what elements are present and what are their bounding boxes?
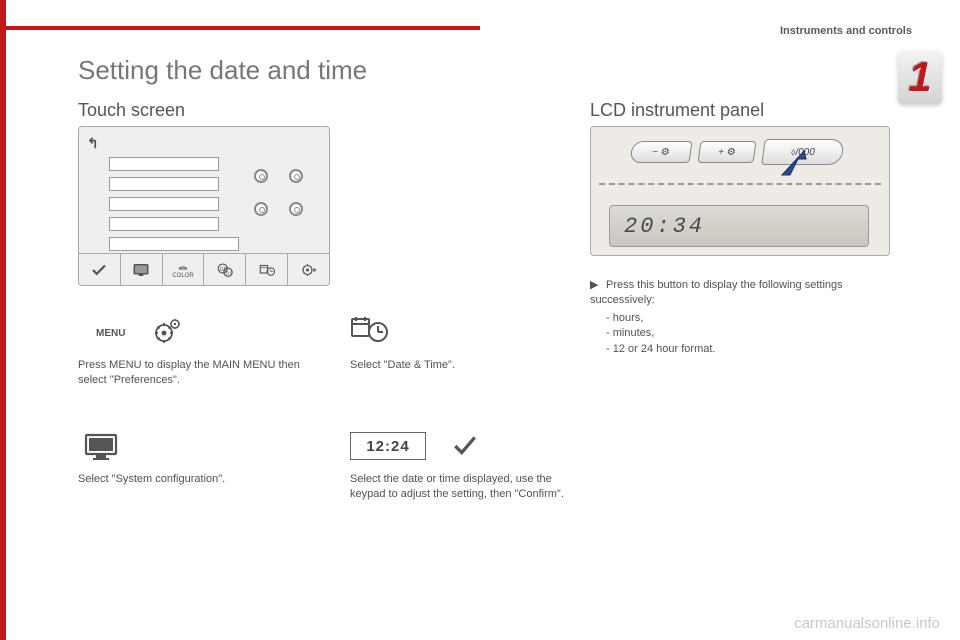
lcd-divider: [599, 183, 881, 185]
watermark: carmanualsonline.info: [794, 615, 940, 632]
lcd-plus-button: + ⚙: [697, 141, 756, 163]
display-icon: [121, 254, 163, 285]
touchscreen-illustration: ↰ COLOR GBD F: [78, 126, 330, 286]
radio-icon: [289, 202, 303, 216]
left-red-stripe: [0, 0, 6, 640]
menu-row: [109, 197, 219, 211]
datetime-caption: Select "Date & Time".: [350, 358, 455, 373]
color-label: COLOR: [172, 273, 193, 279]
touchscreen-bottombar: COLOR GBD F: [79, 253, 329, 285]
color-icon: COLOR: [163, 254, 205, 285]
lcd-minus-button: − ⚙: [629, 141, 692, 163]
timebox-caption: Select the date or time displayed, use t…: [350, 472, 580, 502]
lcd-time-display: 20:34: [609, 205, 869, 247]
lcd-panel-heading: LCD instrument panel: [590, 100, 764, 121]
lcd-button-cluster: − ⚙ + ⚙ ⬨/000: [631, 133, 849, 175]
menu-row: [109, 177, 219, 191]
radio-icon: [254, 202, 268, 216]
lcd-instructions: ▶Press this button to display the follow…: [590, 278, 900, 357]
list-item: hours,: [606, 311, 900, 326]
touch-screen-heading: Touch screen: [78, 100, 185, 121]
back-icon: ↰: [87, 135, 109, 151]
time-value-box: 12:24: [350, 432, 426, 460]
preferences-icon: [153, 318, 181, 349]
bullet-arrow-icon: ▶: [590, 278, 606, 293]
monitor-icon: [84, 432, 118, 467]
language-icon: GBD F: [204, 254, 246, 285]
page-title: Setting the date and time: [78, 55, 367, 86]
menu-caption: Press MENU to display the MAIN MENU then…: [78, 358, 318, 388]
sysconfig-caption: Select "System configuration".: [78, 472, 225, 487]
menu-icon-row: MENU: [96, 318, 181, 349]
settings-next-icon: [288, 254, 329, 285]
menu-label: MENU: [96, 328, 125, 339]
pointer-arrow-icon: [776, 145, 816, 181]
menu-row: [109, 217, 219, 231]
radio-icon: [289, 169, 303, 183]
list-item: 12 or 24 hour format.: [606, 342, 900, 357]
top-red-bar: [0, 26, 480, 30]
menu-row: [109, 237, 239, 251]
lcd-settings-list: hours, minutes, 12 or 24 hour format.: [590, 311, 900, 357]
datetime-icon: [246, 254, 288, 285]
chapter-number-badge: 1: [898, 50, 942, 104]
svg-text:D F: D F: [226, 270, 234, 275]
list-item: minutes,: [606, 326, 900, 341]
datetime-large-icon: [350, 314, 388, 349]
lcd-intro-text: Press this button to display the followi…: [590, 279, 843, 306]
lcd-illustration: − ⚙ + ⚙ ⬨/000 20:34: [590, 126, 890, 256]
menu-row: [109, 157, 219, 171]
header-section-label: Instruments and controls: [780, 25, 912, 37]
confirm-icon: [79, 254, 121, 285]
check-icon: [452, 432, 478, 464]
radio-icon: [254, 169, 268, 183]
